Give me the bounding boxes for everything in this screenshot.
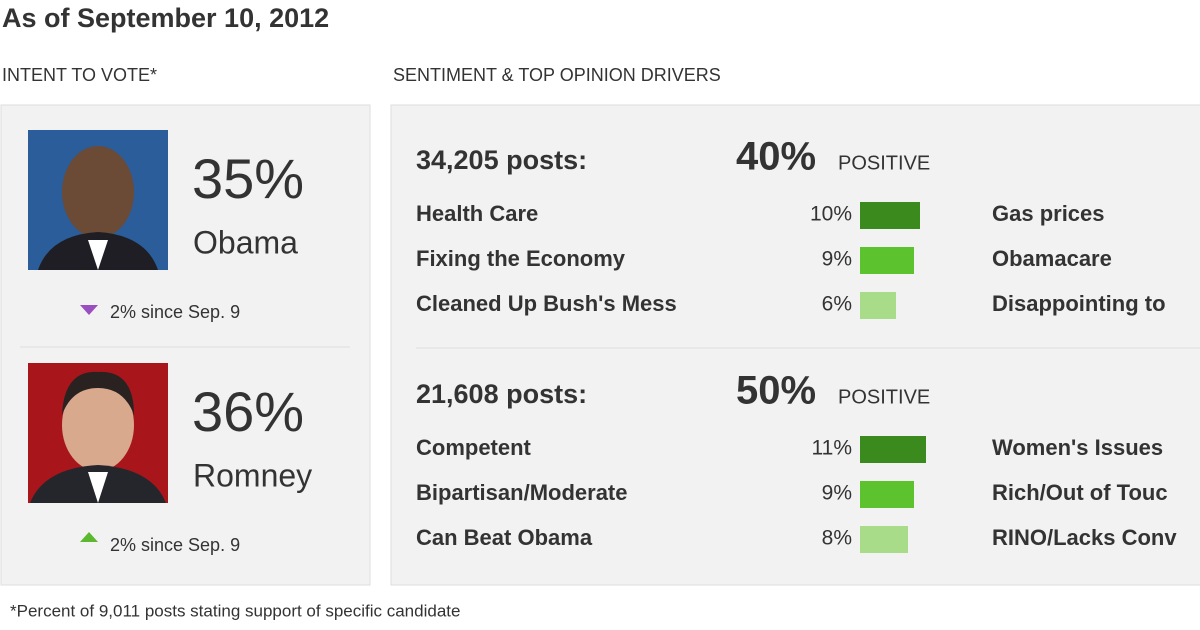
driver-percent: 9% [822, 482, 852, 505]
driver-bar [860, 481, 914, 508]
positive-percent: 50% [736, 369, 816, 413]
post-count: 34,205 posts: [416, 145, 587, 175]
positive-label: POSITIVE [838, 386, 930, 408]
change-arrow [80, 532, 98, 542]
candidate-percent: 35% [192, 147, 304, 210]
positive-label: POSITIVE [838, 152, 930, 174]
negative-driver: Obamacare [992, 246, 1112, 271]
change-arrow [80, 305, 98, 315]
driver-bar [860, 202, 920, 229]
driver-name: Fixing the Economy [416, 246, 626, 271]
driver-percent: 11% [812, 437, 852, 460]
driver-name: Cleaned Up Bush's Mess [416, 291, 677, 316]
driver-name: Can Beat Obama [416, 525, 593, 550]
driver-percent: 10% [810, 203, 852, 226]
negative-driver: Disappointing to [992, 291, 1166, 316]
driver-percent: 6% [822, 293, 852, 316]
photo [28, 130, 168, 270]
sentiment-panel [390, 104, 1200, 586]
driver-percent: 9% [822, 248, 852, 271]
candidate-name: Obama [193, 224, 298, 260]
driver-name: Competent [416, 435, 532, 460]
candidate-change: 2% since Sep. 9 [110, 535, 240, 555]
negative-driver: Gas prices [992, 201, 1105, 226]
candidate-change: 2% since Sep. 9 [110, 302, 240, 322]
candidate-percent: 36% [192, 380, 304, 443]
driver-name: Health Care [416, 201, 538, 226]
section-heading: SENTIMENT & TOP OPINION DRIVERS [393, 65, 721, 85]
negative-driver: RINO/Lacks Conv [992, 525, 1177, 550]
footnote: *Percent of 9,011 posts stating support … [10, 601, 460, 620]
title: As of September 10, 2012 [2, 3, 329, 33]
photo [28, 363, 168, 503]
driver-bar [860, 292, 896, 319]
driver-percent: 8% [822, 527, 852, 550]
driver-bar [860, 436, 926, 463]
driver-name: Bipartisan/Moderate [416, 480, 628, 505]
negative-driver: Women's Issues [992, 435, 1163, 460]
candidate-name: Romney [193, 457, 312, 493]
section-heading: INTENT TO VOTE* [2, 65, 157, 85]
negative-driver: Rich/Out of Touc [992, 480, 1168, 505]
positive-percent: 40% [736, 135, 816, 179]
driver-bar [860, 526, 908, 553]
post-count: 21,608 posts: [416, 379, 587, 409]
driver-bar [860, 247, 914, 274]
